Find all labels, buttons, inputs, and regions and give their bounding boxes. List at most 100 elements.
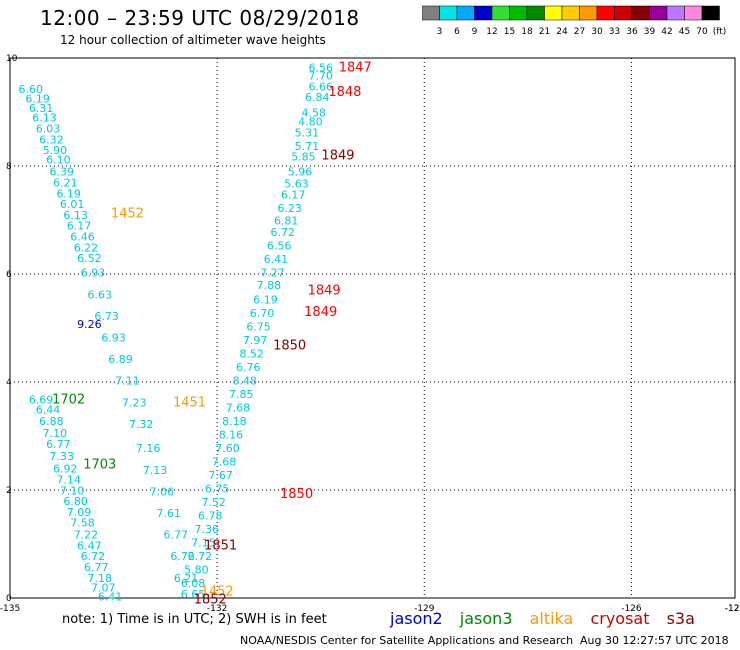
sat-jason2: jason2 bbox=[390, 609, 443, 628]
sat-jason3: jason3 bbox=[459, 609, 513, 628]
y-tick-label: 2 bbox=[6, 486, 12, 496]
data-point: 7.11 bbox=[115, 375, 140, 388]
data-point: 6.72 bbox=[270, 226, 295, 239]
legend-label: 45 bbox=[679, 27, 690, 37]
pass-time-label: 1452 bbox=[111, 206, 144, 221]
legend-label: 3 bbox=[437, 27, 443, 37]
legend-label: 15 bbox=[504, 27, 515, 37]
data-point: 5.96 bbox=[288, 166, 313, 179]
data-point: 6.76 bbox=[236, 361, 261, 374]
x-tick-label: -123 bbox=[725, 604, 740, 614]
legend-label: 27 bbox=[574, 27, 585, 37]
data-point: 6.77 bbox=[163, 529, 188, 542]
data-point: 6.03 bbox=[36, 123, 61, 136]
data-point: 6.21 bbox=[53, 177, 78, 190]
pass-time-label: 1849 bbox=[304, 305, 337, 320]
data-point: 7.18 bbox=[88, 572, 113, 585]
data-point: 6.17 bbox=[281, 188, 306, 201]
data-point: 7.60 bbox=[215, 442, 240, 455]
data-point: 7.10 bbox=[60, 484, 85, 497]
legend-label: 9 bbox=[472, 27, 478, 37]
data-point: 6.22 bbox=[74, 241, 99, 254]
y-tick-label: 8 bbox=[6, 162, 12, 172]
pass-time-label: 1850 bbox=[273, 339, 306, 354]
x-tick-label: -135 bbox=[0, 604, 20, 614]
data-point: 8.48 bbox=[233, 375, 258, 388]
data-point: 7.23 bbox=[122, 396, 147, 409]
pass-time-label: 1452 bbox=[201, 584, 234, 599]
data-point: 4.58 bbox=[302, 106, 327, 119]
data-point: 6.92 bbox=[53, 463, 78, 476]
data-point-extra: 9.26 bbox=[77, 318, 102, 331]
data-point: 6.60 bbox=[18, 83, 43, 96]
pass-time-label: 1849 bbox=[308, 284, 341, 299]
data-point: 6.19 bbox=[253, 294, 278, 307]
data-point: 6.81 bbox=[274, 214, 299, 227]
sat-cryosat: cryosat bbox=[590, 609, 650, 628]
data-point: 7.36 bbox=[195, 523, 220, 536]
data-point: 6.32 bbox=[39, 133, 64, 146]
y-tick-label: 4 bbox=[6, 378, 12, 388]
pass-time-label: 1703 bbox=[83, 457, 116, 472]
data-point: 6.56 bbox=[308, 62, 333, 75]
data-point: 7.97 bbox=[243, 334, 268, 347]
legend-label: 12 bbox=[486, 27, 497, 37]
data-point: 6.84 bbox=[305, 91, 330, 104]
data-point: 7.68 bbox=[226, 402, 251, 415]
data-point: 6.19 bbox=[25, 92, 50, 105]
legend-label: 39 bbox=[644, 27, 656, 37]
legend-label: 42 bbox=[661, 27, 672, 37]
x-tick-label: -124 bbox=[725, 604, 740, 614]
data-point: 6.47 bbox=[77, 539, 102, 552]
data-point: 7.15 bbox=[191, 537, 216, 550]
legend-label: (ft) bbox=[713, 27, 727, 37]
data-point: 6.08 bbox=[181, 577, 206, 590]
data-point: 6.73 bbox=[94, 310, 119, 323]
data-point: 8.18 bbox=[222, 415, 247, 428]
data-point: 7.10 bbox=[43, 427, 68, 440]
data-point: 6.13 bbox=[63, 209, 88, 222]
pass-time-label: 1702 bbox=[52, 393, 85, 408]
data-point: 7.68 bbox=[212, 456, 237, 469]
legend-swatch bbox=[701, 5, 720, 21]
y-tick-label: 6 bbox=[6, 270, 12, 280]
data-point: 6.70 bbox=[250, 307, 275, 320]
data-point: 6.44 bbox=[36, 403, 61, 416]
data-point: 7.14 bbox=[56, 474, 81, 487]
x-tick-label: -129 bbox=[414, 604, 435, 614]
legend-label: 18 bbox=[521, 27, 533, 37]
data-point: 6.23 bbox=[277, 202, 302, 215]
data-point: 6.63 bbox=[88, 288, 113, 301]
data-point: 7.67 bbox=[208, 469, 233, 482]
data-point: 5.31 bbox=[295, 126, 320, 139]
data-point: 7.88 bbox=[257, 279, 282, 292]
data-point: 6.31 bbox=[29, 102, 54, 115]
data-point: 6.77 bbox=[84, 561, 109, 574]
data-point: 7.70 bbox=[308, 70, 333, 83]
data-point: 6.17 bbox=[67, 220, 92, 233]
data-point: 6.88 bbox=[39, 415, 64, 428]
data-point: 6.39 bbox=[50, 166, 75, 179]
data-point: 5.63 bbox=[284, 178, 309, 191]
data-point: 6.75 bbox=[205, 483, 230, 496]
data-point: 6.93 bbox=[101, 332, 126, 345]
data-point: 7.27 bbox=[260, 267, 285, 280]
data-point: 6.78 bbox=[198, 510, 223, 523]
legend-label: 24 bbox=[556, 27, 568, 37]
data-point: 6.93 bbox=[81, 267, 106, 280]
y-tick-label: 0 bbox=[6, 594, 12, 604]
legend-label: 21 bbox=[539, 27, 550, 37]
data-point: 6.72 bbox=[188, 550, 213, 563]
legend-label: 6 bbox=[454, 27, 460, 37]
legend-label: 70 bbox=[696, 27, 708, 37]
data-point: 7.07 bbox=[91, 582, 116, 595]
data-point: 7.22 bbox=[74, 529, 99, 542]
data-point: 6.52 bbox=[77, 252, 102, 265]
data-point: 7.16 bbox=[136, 442, 161, 455]
data-point: 6.72 bbox=[81, 550, 106, 563]
x-tick-label: -126 bbox=[621, 604, 642, 614]
data-point: 7.09 bbox=[67, 506, 92, 519]
legend-label: 36 bbox=[626, 27, 638, 37]
plot-frame bbox=[9, 57, 736, 599]
data-point: 8.52 bbox=[239, 348, 264, 361]
